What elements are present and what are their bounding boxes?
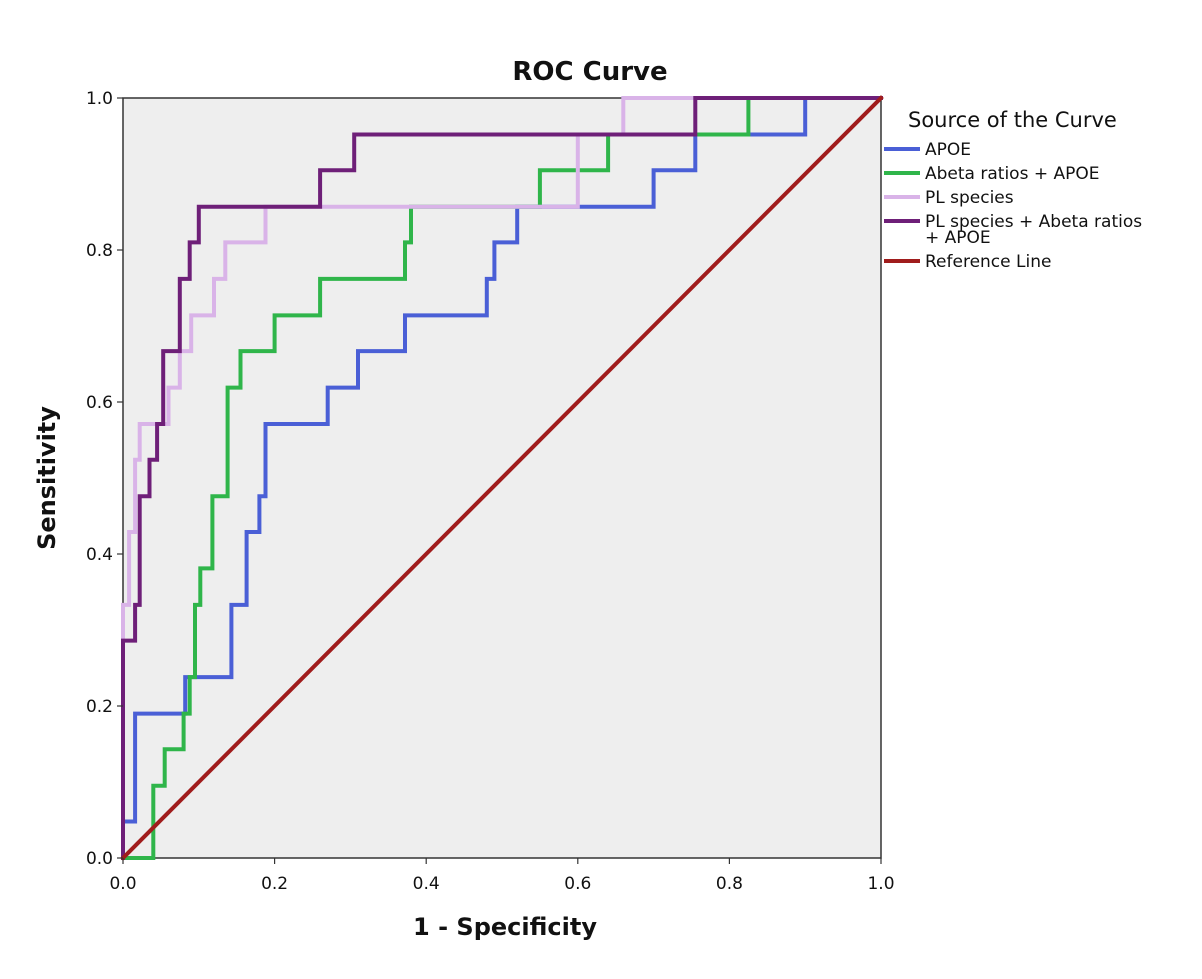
y-tick-label: 0.2 bbox=[86, 697, 113, 717]
legend: Source of the Curve APOE Abeta ratios + A… bbox=[884, 108, 1142, 272]
y-tick-label: 0.8 bbox=[86, 241, 113, 261]
x-tick-label: 0.6 bbox=[564, 874, 591, 894]
x-tick-label: 0.4 bbox=[413, 874, 440, 894]
legend-label: Abeta ratios + APOE bbox=[925, 164, 1099, 184]
x-axis-label: 1 - Specificity bbox=[413, 913, 597, 941]
x-tick-label: 1.0 bbox=[867, 874, 894, 894]
legend-label: PL species bbox=[925, 188, 1014, 208]
x-tick-label: 0.2 bbox=[261, 874, 288, 894]
y-tick-label: 0.4 bbox=[86, 545, 113, 565]
legend-label: PL species + Abeta ratios + APOE bbox=[925, 212, 1142, 248]
y-tick-label: 0.6 bbox=[86, 393, 113, 413]
legend-title: Source of the Curve bbox=[908, 108, 1117, 132]
x-tick-label: 0.0 bbox=[109, 874, 136, 894]
legend-label: Reference Line bbox=[925, 252, 1051, 272]
x-tick-label: 0.8 bbox=[716, 874, 743, 894]
series-line-reference-line bbox=[120, 95, 884, 861]
chart-title: ROC Curve bbox=[512, 57, 667, 87]
y-tick-label: 1.0 bbox=[86, 89, 113, 109]
series-line-pl-species-abeta-ratios-apoe bbox=[121, 96, 883, 860]
series-line-pl-species bbox=[121, 96, 883, 860]
series-line-apoe bbox=[121, 96, 883, 860]
y-axis-label: Sensitivity bbox=[33, 406, 61, 550]
series-line-abeta-ratios-apoe bbox=[121, 96, 883, 860]
legend-label: APOE bbox=[925, 140, 971, 160]
y-tick-label: 0.0 bbox=[86, 849, 113, 869]
